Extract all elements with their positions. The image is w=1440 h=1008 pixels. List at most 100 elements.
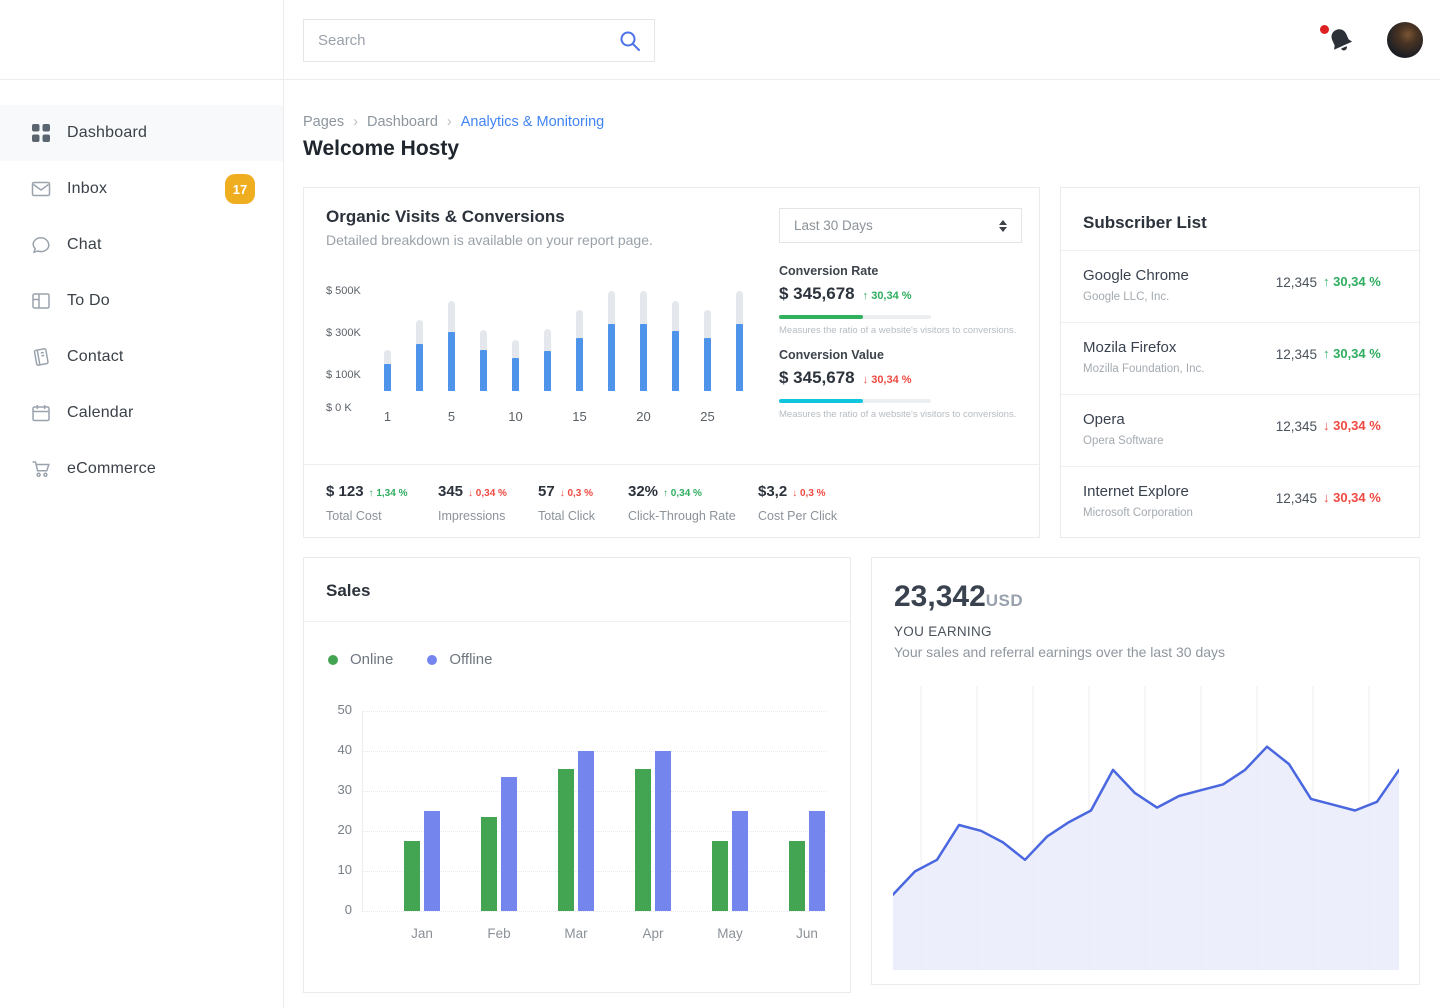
subscriber-name: Mozila Firefox	[1083, 339, 1177, 356]
calendar-icon	[31, 403, 51, 423]
main-content: Pages › Dashboard › Analytics & Monitoring W…	[284, 80, 1440, 1008]
subscriber-delta: ↓ 30,34 %	[1323, 490, 1381, 505]
y-axis-label: $ 100K	[326, 369, 361, 381]
bar-online	[481, 817, 497, 911]
sales-legend: Online Offline	[328, 651, 492, 668]
metric-caption: Measures the ratio of a website's visito…	[779, 409, 1017, 420]
search-icon[interactable]	[618, 29, 642, 53]
bar-visits	[448, 332, 455, 391]
organic-visits-card: Organic Visits & Conversions Detailed br…	[303, 187, 1040, 538]
x-axis-label: 15	[572, 409, 587, 424]
subscriber-delta: ↑ 30,34 %	[1323, 346, 1381, 361]
gridline	[362, 911, 826, 912]
stat-delta: ↓ 0,3 %	[792, 488, 826, 499]
legend-dot	[328, 654, 338, 665]
subscriber-company: Opera Software	[1083, 435, 1164, 447]
subscriber-row[interactable]: Internet Explore Microsoft Corporation 12,…	[1061, 466, 1419, 538]
sidebar-item-label: Chat	[67, 236, 102, 253]
gridline	[362, 831, 826, 832]
bar-visits	[640, 324, 647, 391]
notifications-button[interactable]	[1320, 25, 1354, 55]
bar-online	[558, 769, 574, 911]
bar-visits	[736, 324, 743, 391]
subscriber-row[interactable]: Mozila Firefox Mozilla Foundation, Inc. 12…	[1061, 322, 1419, 394]
sidebar-nav: Dashboard Inbox 17 Chat To Do Contact Calendar…	[0, 80, 283, 497]
bar-online	[712, 841, 728, 911]
search-input[interactable]	[304, 32, 618, 49]
sidebar-item-label: Contact	[67, 348, 124, 365]
y-axis-line	[362, 711, 363, 911]
stat-delta: ↑ 0,34 %	[663, 488, 702, 499]
legend-item-offline[interactable]: Offline	[427, 651, 492, 668]
x-axis-label: Jan	[411, 926, 433, 941]
sidebar-item-label: To Do	[67, 292, 110, 309]
sidebar-item-chat[interactable]: Chat	[0, 217, 283, 273]
stat-total-click: 57 ↓ 0,3 % Total Click	[538, 483, 595, 523]
sidebar-item-label: eCommerce	[67, 460, 156, 477]
breadcrumb: Pages › Dashboard › Analytics & Monitoring	[303, 114, 604, 130]
subscriber-count: 12,345	[1275, 419, 1317, 434]
subscriber-company: Microsoft Corporation	[1083, 507, 1193, 519]
metric-value: $ 345,678 ↑ 30,34 %	[779, 284, 912, 303]
sales-card-title: Sales	[326, 581, 371, 600]
subscriber-rows: Google Chrome Google LLC, Inc. 12,345 ↑ 30,…	[1061, 250, 1419, 538]
organic-card-title: Organic Visits & Conversions	[326, 207, 565, 226]
sidebar-item-ecommerce[interactable]: eCommerce	[0, 441, 283, 497]
select-caret-icon	[999, 219, 1007, 232]
divider	[304, 621, 850, 622]
grid-icon	[31, 123, 51, 143]
x-axis-label: 10	[508, 409, 523, 424]
legend-label: Offline	[449, 651, 493, 668]
bar-offline	[732, 811, 748, 911]
metric-value: $ 345,678 ↓ 30,34 %	[779, 368, 912, 387]
metric-progress-fill	[779, 315, 863, 319]
y-axis-label: $ 300K	[326, 327, 361, 339]
subscriber-count: 12,345	[1275, 275, 1317, 290]
sidebar-item-dashboard[interactable]: Dashboard	[0, 105, 283, 161]
breadcrumb-item[interactable]: Dashboard	[366, 114, 438, 130]
sidebar: Dashboard Inbox 17 Chat To Do Contact Calendar…	[0, 0, 284, 1008]
sidebar-item-inbox[interactable]: Inbox 17	[0, 161, 283, 217]
subscriber-name: Google Chrome	[1083, 267, 1189, 284]
gridline	[362, 871, 826, 872]
todo-icon	[31, 291, 51, 311]
search-box	[303, 19, 655, 62]
gridline	[362, 751, 826, 752]
sales-card: Sales Online Offline 50 40 30 20 10 0 Jan Feb Mar…	[303, 557, 851, 993]
subscriber-row[interactable]: Google Chrome Google LLC, Inc. 12,345 ↑ 30,…	[1061, 250, 1419, 322]
x-axis-label: May	[717, 926, 743, 941]
date-range-select[interactable]: Last 30 Days	[779, 208, 1022, 243]
subscriber-count: 12,345	[1275, 491, 1317, 506]
user-avatar[interactable]	[1387, 22, 1423, 58]
metric-delta: ↑ 30,34 %	[862, 290, 912, 302]
subscriber-name: Opera	[1083, 411, 1125, 428]
subscriber-company: Google LLC, Inc.	[1083, 291, 1170, 303]
sidebar-item-label: Inbox	[67, 180, 108, 197]
y-axis-label: 20	[337, 822, 352, 837]
subscriber-row[interactable]: Opera Opera Software 12,345 ↓ 30,34 %	[1061, 394, 1419, 466]
stat-value: 57 ↓ 0,3 %	[538, 483, 594, 500]
bar-visits	[672, 331, 679, 391]
metric-caption: Measures the ratio of a website's visito…	[779, 325, 1017, 336]
sidebar-item-to-do[interactable]: To Do	[0, 273, 283, 329]
breadcrumb-item[interactable]: Pages	[303, 114, 345, 130]
bar-visits	[416, 344, 423, 391]
stat-value: $3,2 ↓ 0,3 %	[758, 483, 826, 500]
sidebar-item-calendar[interactable]: Calendar	[0, 385, 283, 441]
sidebar-item-contact[interactable]: Contact	[0, 329, 283, 385]
legend-item-online[interactable]: Online	[328, 651, 393, 668]
y-axis-label: $ 500K	[326, 285, 361, 297]
bar-online	[404, 841, 420, 911]
earnings-label: YOU EARNING	[894, 624, 992, 639]
logo-area	[0, 0, 283, 80]
gridline	[362, 711, 826, 712]
breadcrumb-item[interactable]: Analytics & Monitoring	[460, 114, 605, 130]
contact-icon	[31, 347, 51, 367]
x-axis-label: 25	[700, 409, 715, 424]
earnings-amount: 23,342USD	[894, 580, 1024, 613]
subscriber-delta: ↓ 30,34 %	[1323, 418, 1381, 433]
stat-impressions: 345 ↓ 0,34 % Impressions	[438, 483, 507, 523]
bar-online	[635, 769, 651, 911]
stat-value: $ 123 ↑ 1,34 %	[326, 483, 408, 500]
